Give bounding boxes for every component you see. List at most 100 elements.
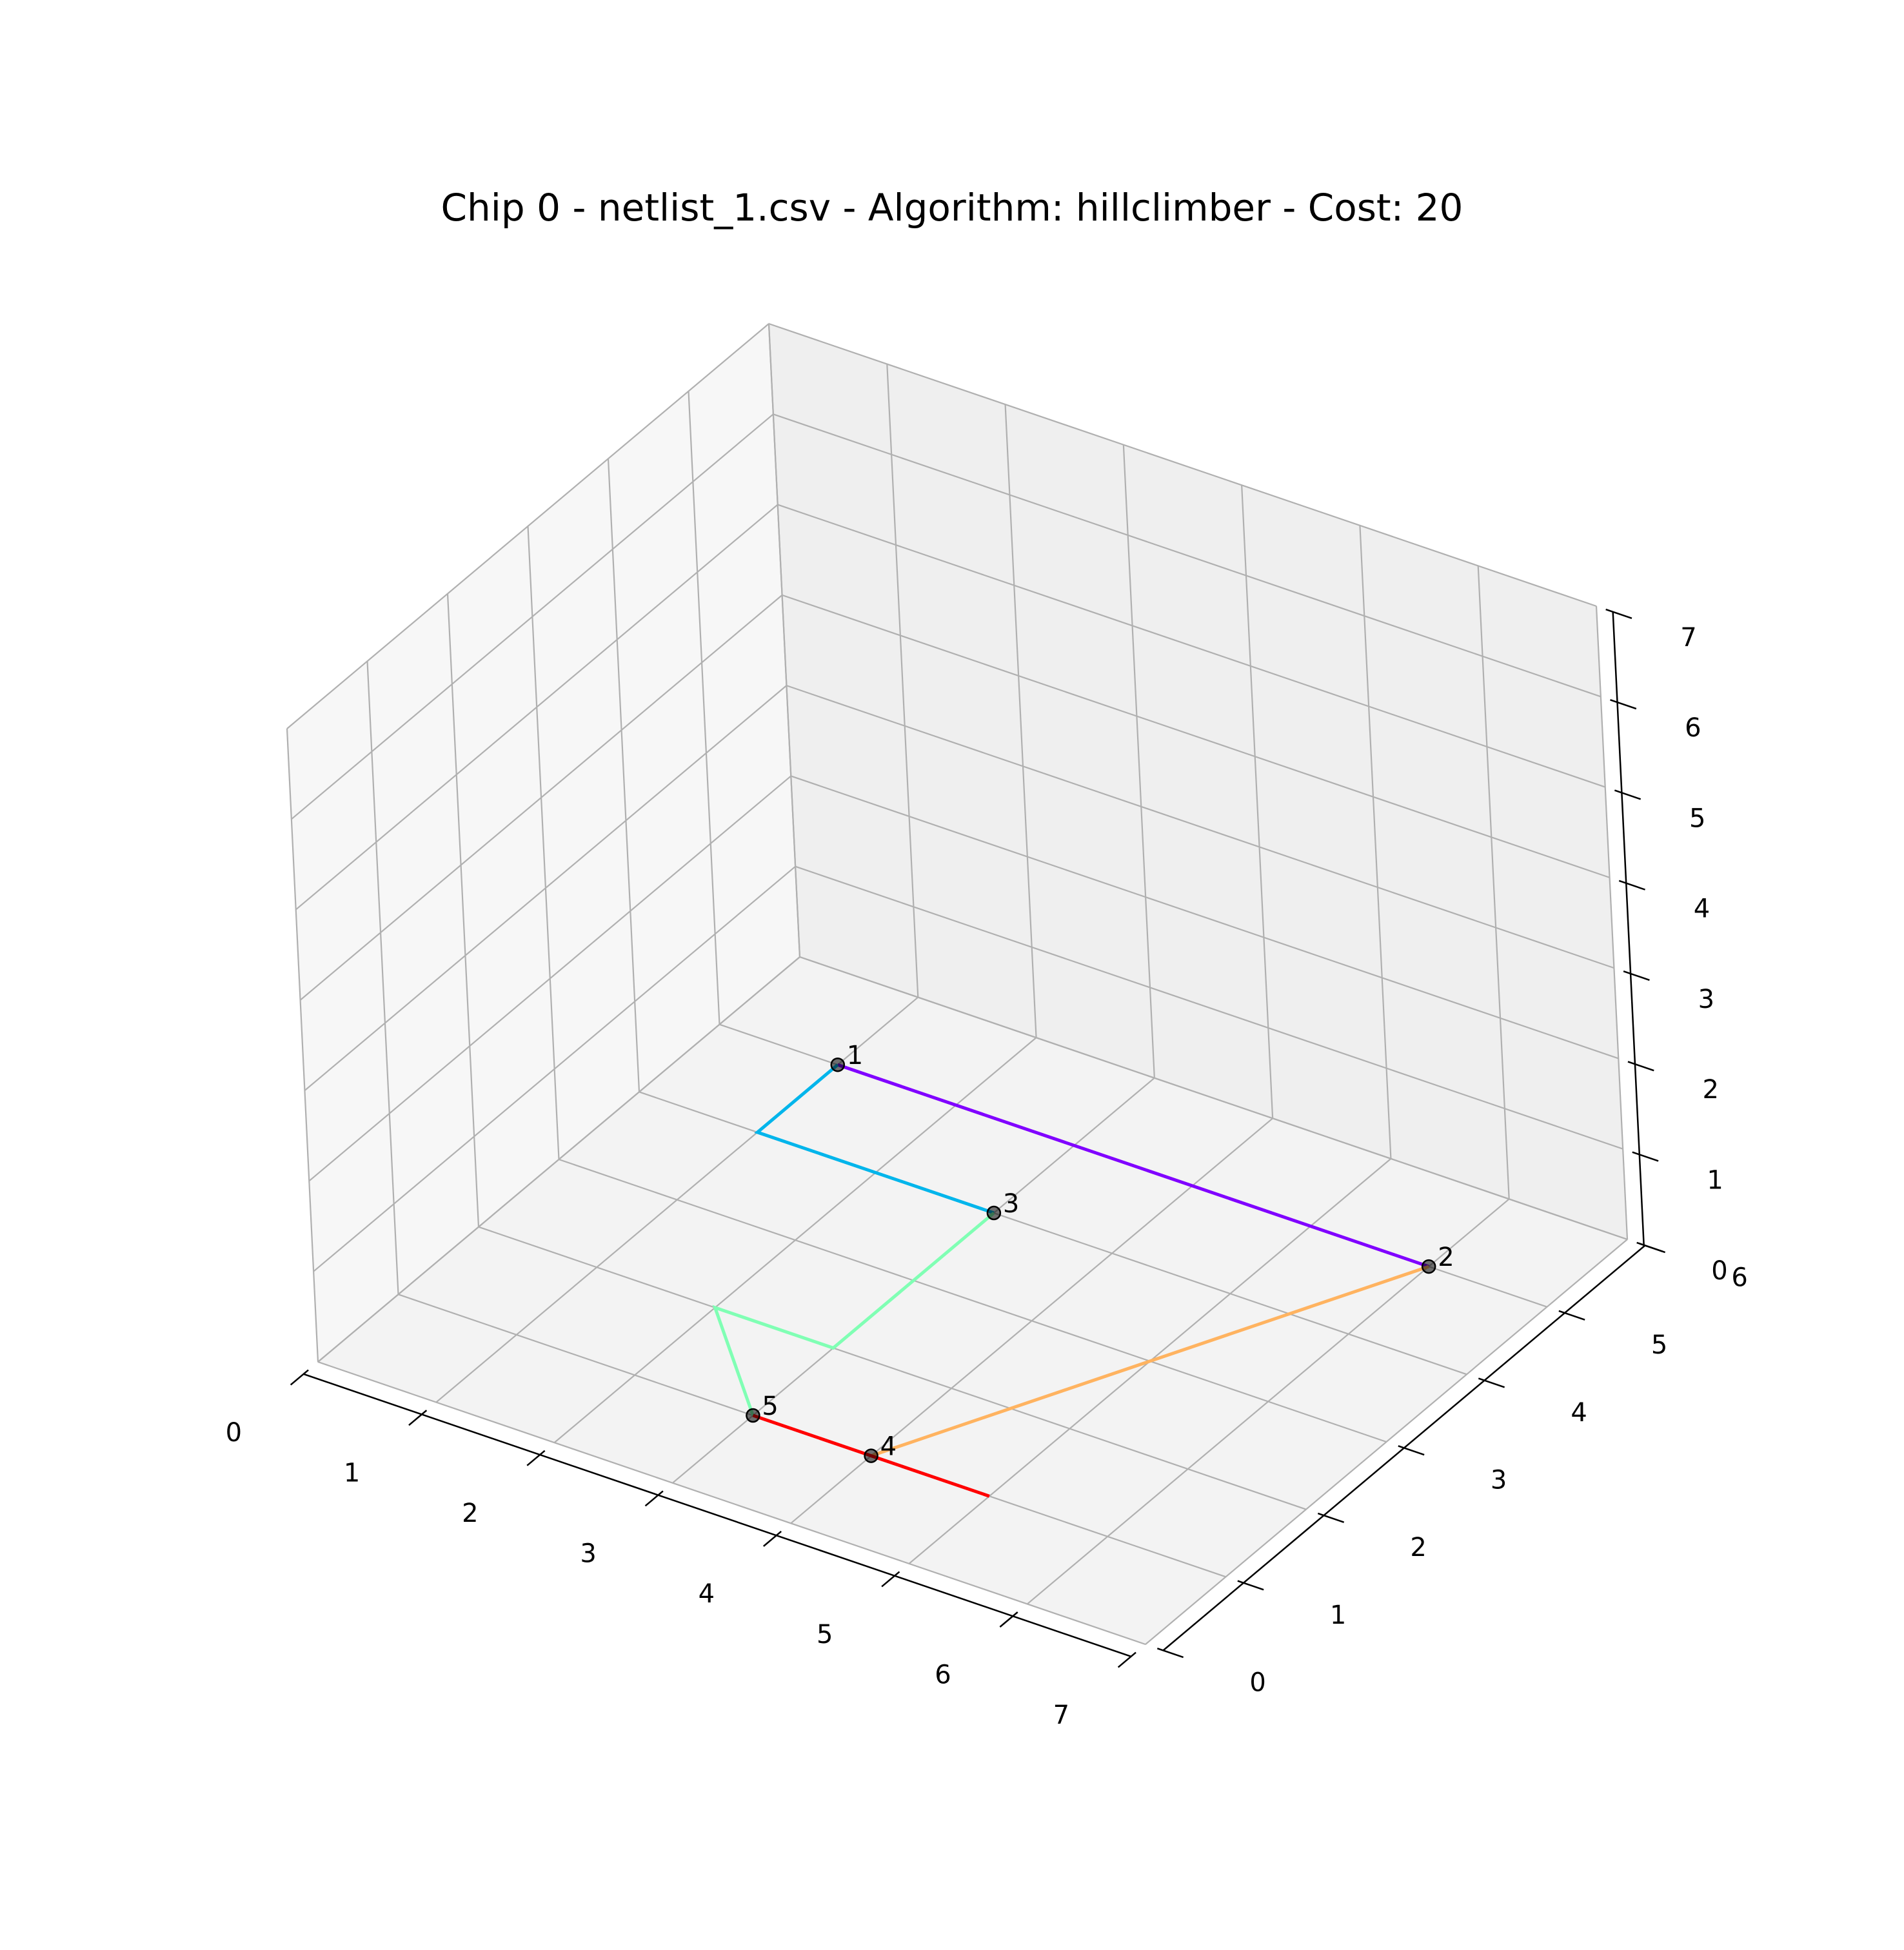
grid-y-left (527, 526, 560, 1160)
x-tick-mark (644, 1490, 664, 1507)
grid-x-back (1122, 444, 1155, 1078)
x-tick-label: 4 (699, 1579, 715, 1609)
x-tick-label: 6 (935, 1660, 951, 1689)
grid-z-left (313, 865, 796, 1272)
z-tick-mark (1605, 608, 1632, 619)
y-tick-mark (1237, 1580, 1264, 1591)
grid-lines (286, 322, 1629, 1646)
grid-y-left (768, 323, 801, 958)
gate-marker-3 (986, 1205, 1002, 1221)
y-tick-mark (1317, 1512, 1345, 1523)
grid-x-back (1241, 485, 1274, 1119)
grid-x-back (1004, 404, 1037, 1038)
grid-z-back (790, 775, 1619, 1059)
x-tick-label: 7 (1053, 1700, 1069, 1730)
z-tick-mark (1610, 699, 1637, 710)
axis-panes (286, 322, 1629, 1646)
z-tick-mark (1614, 789, 1641, 800)
gate-marker-1 (830, 1057, 846, 1072)
gate-markers: 1 2 3 4 5 (746, 1041, 1454, 1463)
x-tick-label: 3 (580, 1539, 596, 1569)
grid-z-left (308, 775, 791, 1182)
grid-y-floor (478, 1226, 1307, 1510)
grid-z-left (317, 956, 800, 1363)
y-tick-label: 4 (1571, 1398, 1587, 1428)
grid-z-left (295, 504, 778, 911)
y-tick-mark (1478, 1377, 1505, 1388)
x-tick-mark (290, 1369, 309, 1386)
grid-z-left (304, 685, 788, 1091)
grid-z-back (795, 865, 1623, 1150)
z-tick-label: 3 (1698, 985, 1714, 1014)
grid-z-left (299, 595, 783, 1001)
x-tick-mark (1117, 1651, 1136, 1668)
x-axis-line (303, 1373, 1131, 1658)
grid-x-back (1595, 606, 1629, 1240)
grid-x-back (1359, 525, 1392, 1159)
grid-z-back (768, 322, 1597, 607)
z-tick-mark (1632, 1151, 1659, 1162)
z-tick-label: 5 (1689, 803, 1705, 833)
z-tick-mark (1623, 970, 1650, 981)
gate-marker-4 (864, 1448, 878, 1463)
z-tick-mark (1636, 1241, 1663, 1252)
gate-label-3: 3 (1003, 1189, 1019, 1219)
grid-z-left (291, 413, 774, 820)
gate-label-2: 2 (1438, 1243, 1454, 1272)
z-tick-label: 1 (1707, 1166, 1723, 1196)
grid-x-back (886, 364, 919, 998)
z-tick-mark (1618, 880, 1645, 891)
wire-line-2 (754, 1063, 995, 1215)
y-tick-label: 5 (1651, 1330, 1667, 1360)
x-tick-label: 2 (462, 1499, 478, 1528)
z-tick-label: 2 (1702, 1075, 1718, 1105)
wire-line-4 (870, 1265, 1430, 1457)
grid-y-left (688, 391, 720, 1025)
grid-y-floor (559, 1158, 1387, 1443)
x-tick-mark (408, 1410, 428, 1426)
x-tick-label: 1 (344, 1459, 360, 1488)
z-tick-label: 0 (1711, 1256, 1727, 1286)
chart-title: Chip 0 - netlist_1.csv - Algorithm: hill… (441, 186, 1463, 230)
y-tick-label: 6 (1731, 1263, 1747, 1292)
grid-y-left (607, 458, 640, 1092)
grid-z-back (799, 956, 1628, 1241)
grid-z-back (782, 594, 1610, 878)
z-tick-label: 4 (1694, 894, 1710, 924)
y-tick-mark (1156, 1648, 1184, 1659)
gate-label-1: 1 (847, 1041, 863, 1070)
z-tick-mark (1627, 1061, 1654, 1072)
gate-label-5: 5 (762, 1392, 778, 1421)
x-tick-mark (526, 1450, 546, 1466)
wire-line-5 (752, 1413, 990, 1498)
gate-marker-2 (1421, 1259, 1436, 1274)
z-tick-label: 6 (1685, 713, 1701, 743)
y-tick-label: 0 (1249, 1668, 1265, 1697)
z-tick-label: 7 (1680, 623, 1696, 653)
wire-line-1 (837, 1063, 1430, 1268)
grid-y-left (446, 593, 480, 1227)
wire-series (712, 1063, 1430, 1498)
x-tick-mark (999, 1611, 1018, 1628)
y-tick-mark (1398, 1445, 1425, 1456)
gate-label-4: 4 (880, 1432, 897, 1462)
grid-y-floor (317, 1361, 1146, 1646)
gate-marker-5 (746, 1408, 760, 1423)
grid-z-back (786, 685, 1614, 969)
wire-line-3 (712, 1212, 995, 1416)
grid-y-left (286, 728, 319, 1363)
z-axis-line (1612, 611, 1645, 1245)
x-tick-label: 5 (817, 1620, 833, 1650)
grid-y-left (366, 661, 399, 1295)
grid-z-left (286, 323, 769, 729)
y-tick-label: 2 (1410, 1533, 1426, 1562)
y-tick-label: 3 (1491, 1465, 1507, 1495)
grid-x-back (1477, 566, 1510, 1199)
y-tick-mark (1558, 1310, 1585, 1321)
x-tick-mark (763, 1530, 782, 1547)
x-tick-label: 0 (226, 1418, 242, 1448)
grid-z-back (773, 413, 1602, 698)
x-tick-mark (881, 1571, 900, 1588)
